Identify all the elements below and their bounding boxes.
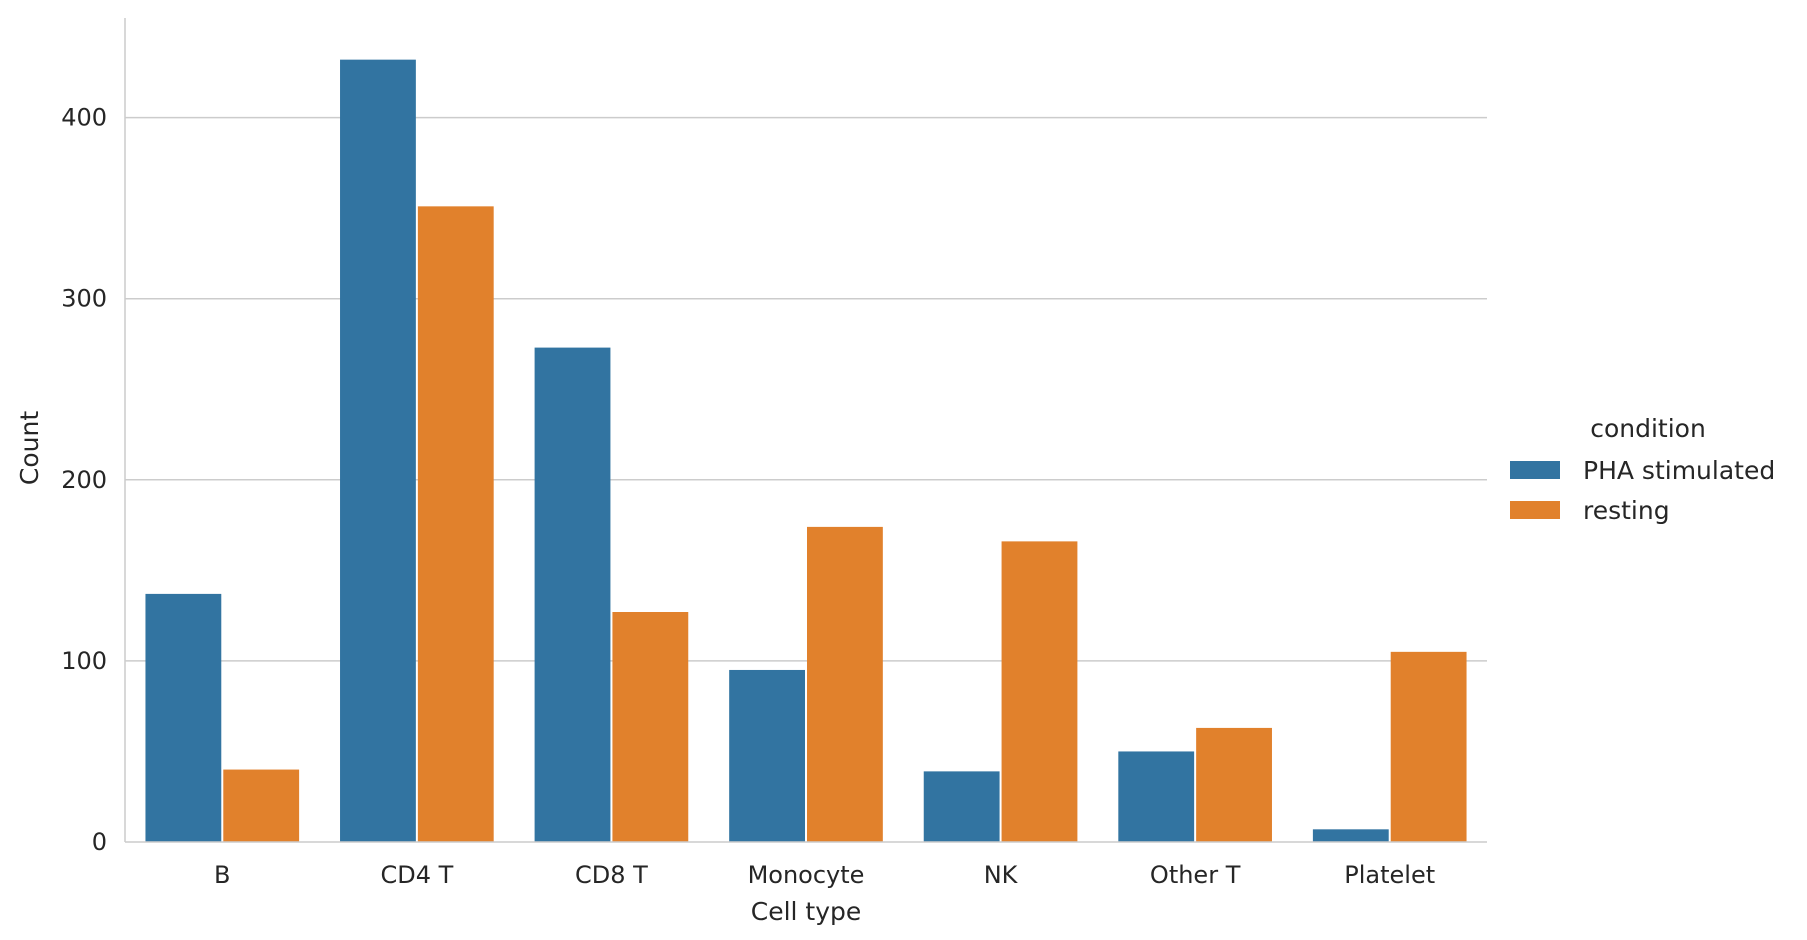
y-axis-label: Count [15, 411, 44, 485]
bar-pha-stimulated [923, 771, 1000, 842]
bar-resting [612, 612, 689, 842]
bars [145, 59, 1467, 843]
x-axis-label: Cell type [751, 897, 862, 926]
y-tick-label: 200 [61, 466, 107, 494]
x-tick-labels: B CD4 T CD8 T Monocyte NK Other T Platelet [214, 861, 1435, 889]
bar-resting [1196, 727, 1272, 842]
legend-label: PHA stimulated [1583, 456, 1775, 485]
y-tick-label: 400 [61, 104, 107, 132]
legend-label: resting [1583, 496, 1670, 525]
bar-pha-stimulated [1118, 751, 1195, 842]
bar-pha-stimulated [729, 669, 805, 842]
x-tick-label: NK [984, 861, 1019, 889]
bar-resting [807, 526, 883, 842]
bar-pha-stimulated [534, 347, 611, 842]
bar-resting [1001, 541, 1078, 842]
bar-pha-stimulated [1312, 829, 1389, 842]
y-tick-label: 100 [61, 647, 107, 675]
legend-swatch [1510, 501, 1560, 519]
x-tick-label: Other T [1150, 861, 1241, 889]
axes [124, 18, 1487, 843]
y-tick-labels: 0 100 200 300 400 [61, 104, 107, 856]
bar-pha-stimulated [340, 59, 416, 842]
gridlines [125, 116, 1487, 662]
x-tick-label: Platelet [1344, 861, 1435, 889]
y-tick-label: 300 [61, 285, 107, 313]
bar-pha-stimulated [145, 593, 222, 842]
legend-title: condition [1590, 414, 1706, 443]
y-tick-label: 0 [92, 828, 107, 856]
bar-resting [417, 206, 494, 843]
x-tick-label: CD4 T [380, 861, 453, 889]
x-tick-label: B [214, 861, 230, 889]
legend: condition PHA stimulated resting [1510, 414, 1775, 525]
bar-resting [223, 769, 300, 842]
x-tick-label: CD8 T [575, 861, 648, 889]
bar-resting [1390, 651, 1467, 842]
legend-swatch [1510, 461, 1560, 479]
x-tick-label: Monocyte [748, 861, 865, 889]
